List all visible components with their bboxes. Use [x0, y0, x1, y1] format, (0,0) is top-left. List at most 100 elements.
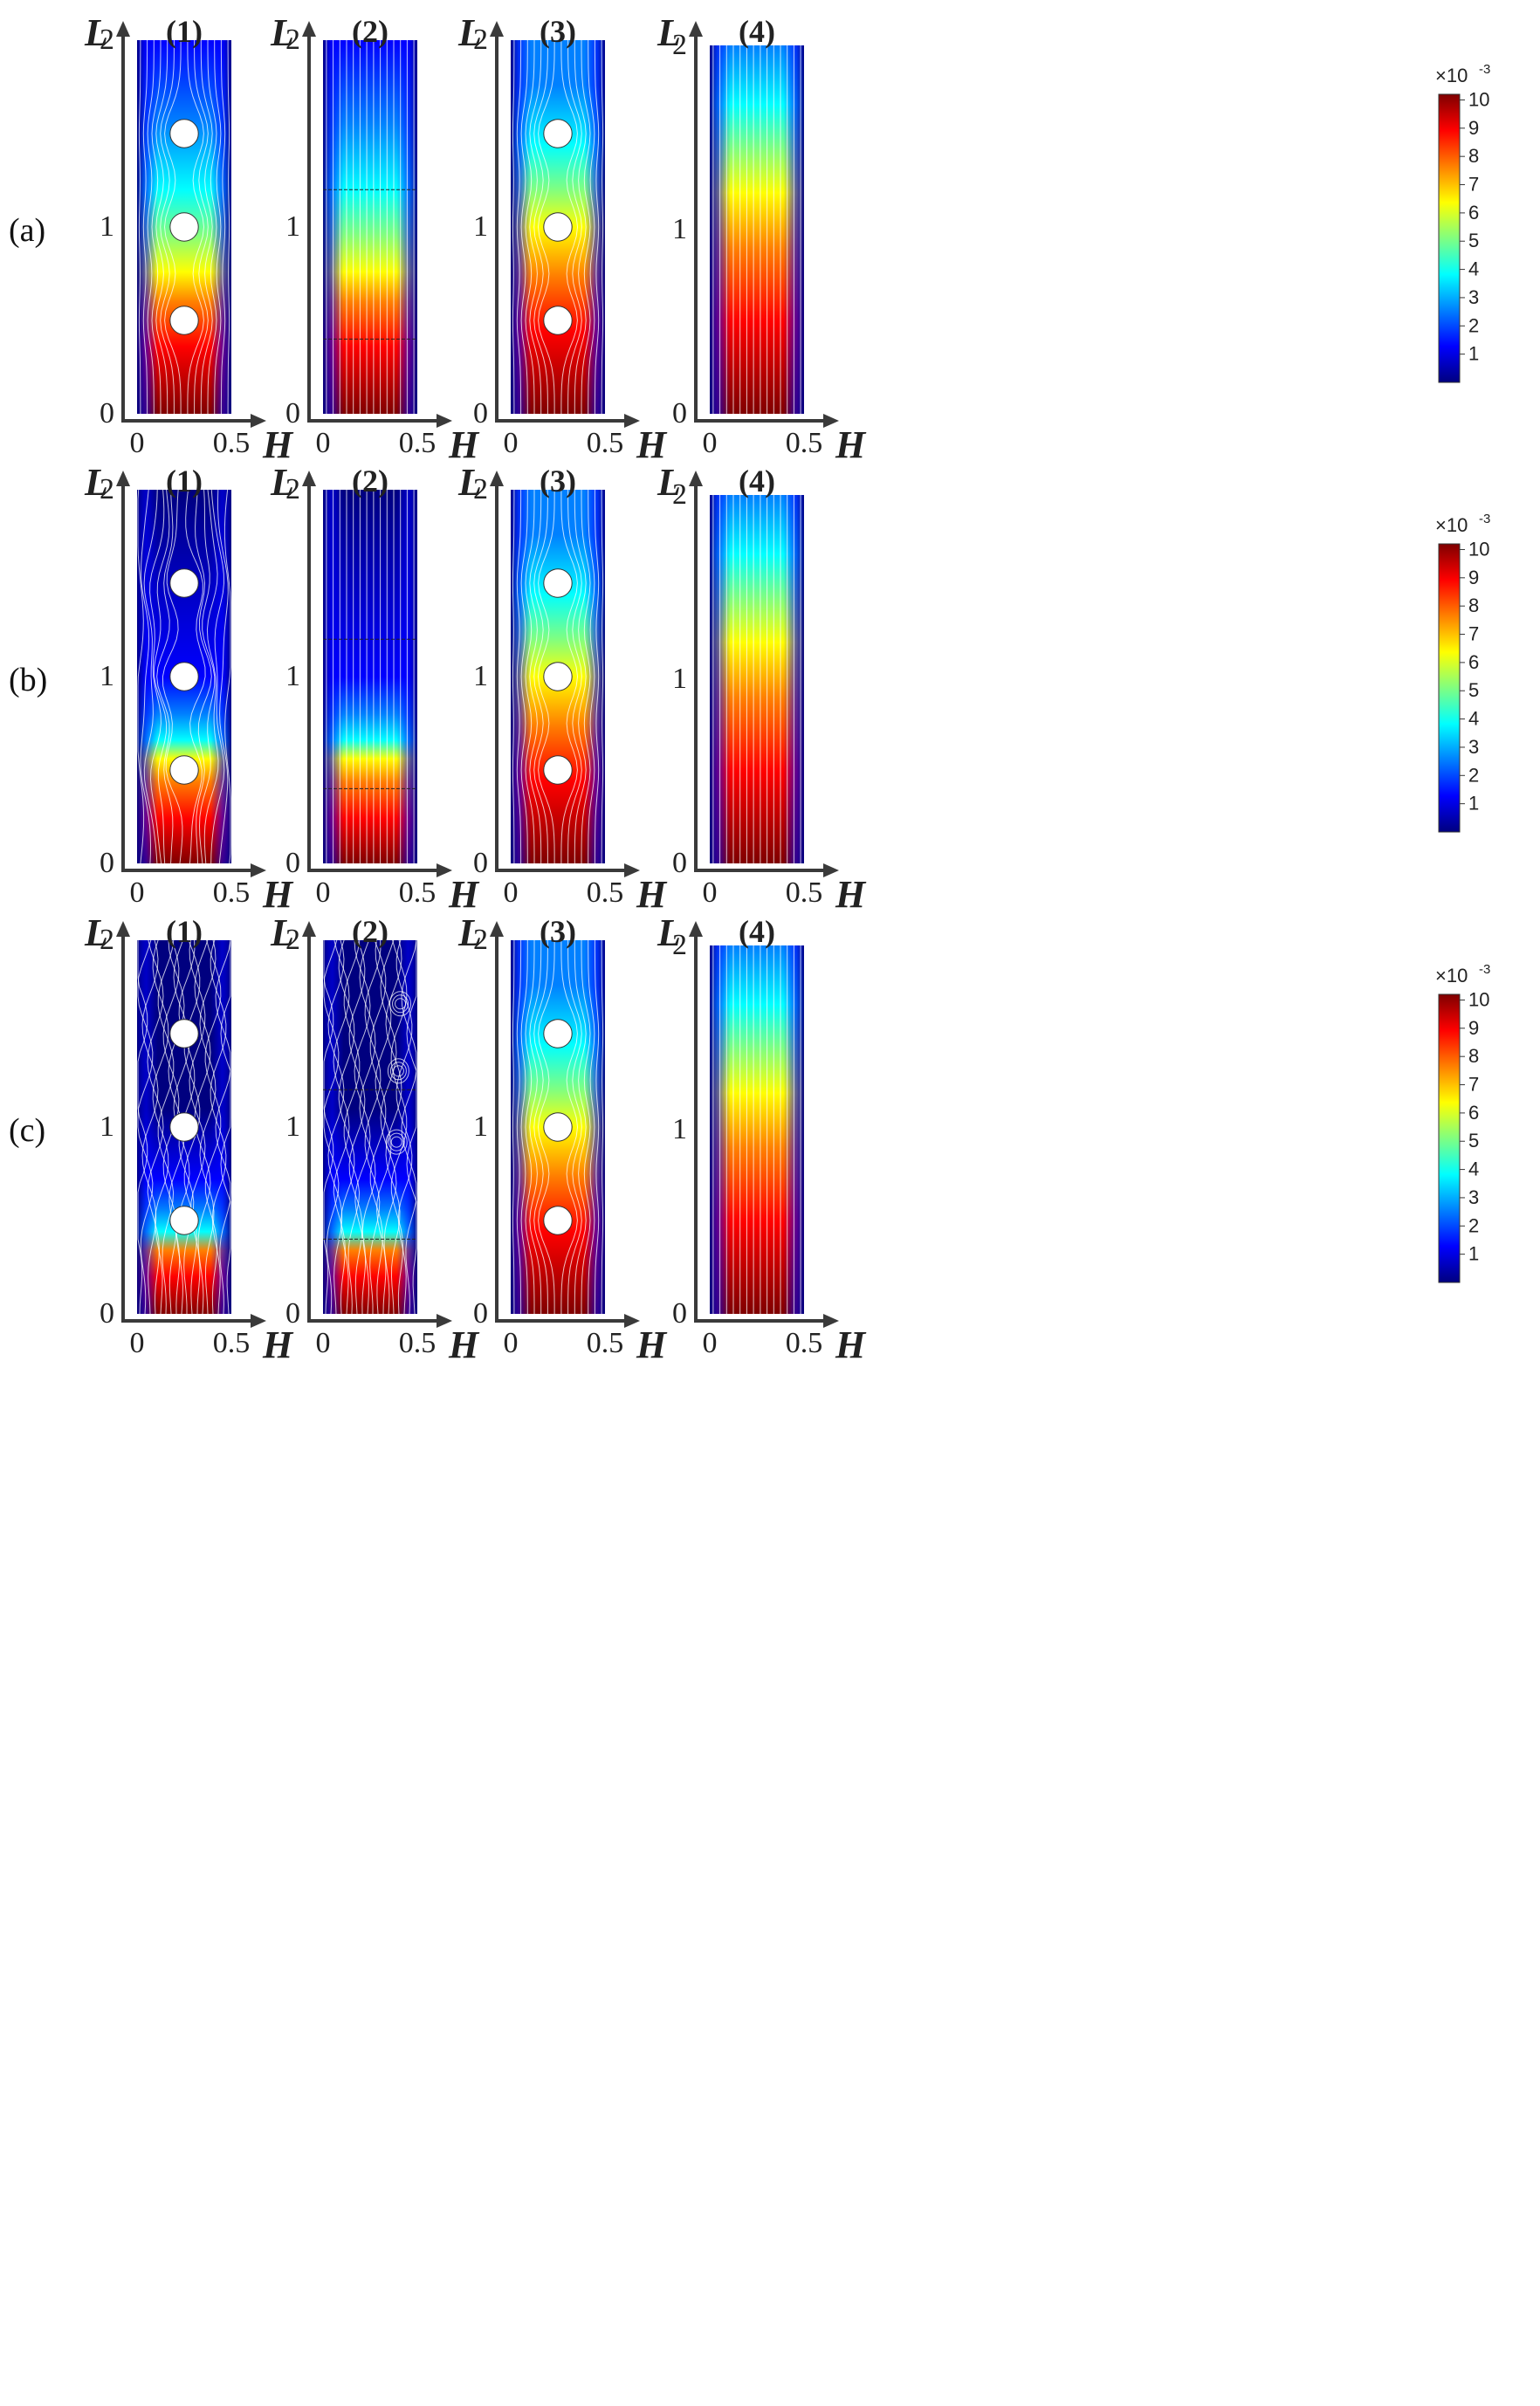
cylinder: [543, 1019, 573, 1048]
colorbar-scale: [1438, 993, 1461, 1283]
panel-c-1: 0 1 2 0 0.5 L H (1): [84, 911, 294, 1366]
streamline: [529, 490, 542, 863]
vortex: [388, 1132, 405, 1151]
streamline: [512, 940, 515, 1314]
x-tick-label: 0: [703, 427, 718, 459]
streamline: [137, 939, 154, 1315]
colorbar: ×10 -3 1 2 3 4 5 6 7 8 9 10: [1435, 512, 1490, 833]
y-axis-label: L: [84, 911, 108, 954]
y-axis-arrow: [116, 21, 130, 37]
panel-b-1: 0 1 2 0 0.5 L H (1): [84, 461, 294, 916]
panel-title: (1): [166, 464, 203, 498]
streamline: [141, 939, 159, 1315]
y-tick-label: 2: [100, 473, 114, 505]
y-axis-arrow: [116, 921, 130, 937]
colorbar-tick-label: 10: [1468, 538, 1489, 560]
streamline: [512, 40, 515, 414]
colorbar-multiplier: ×10: [1435, 514, 1468, 536]
x-axis-label: H: [448, 873, 480, 916]
panel-title: (1): [166, 14, 203, 49]
colorbar-tick-label: 8: [1468, 595, 1479, 616]
colorbar-tick-label: 3: [1468, 736, 1479, 758]
streamline: [323, 940, 334, 1315]
x-tick-label: 0: [130, 427, 145, 459]
x-tick-label: 0.5: [786, 427, 823, 459]
field-walls: [323, 490, 417, 863]
panel-b-4: 0 1 2 0 0.5 L H (4): [657, 461, 867, 916]
y-tick-label: 1: [473, 210, 488, 243]
streamline: [364, 939, 382, 1314]
x-tick-label: 0.5: [587, 1327, 624, 1359]
x-tick-label: 0.5: [399, 876, 437, 909]
x-axis-label: H: [835, 1323, 867, 1366]
y-tick-label: 2: [672, 478, 687, 511]
streamline: [594, 490, 600, 863]
x-tick-label: 0: [316, 876, 331, 909]
row-label: (a): [9, 212, 45, 249]
y-axis-arrow: [302, 471, 316, 486]
x-axis-label: H: [636, 423, 668, 466]
x-axis-arrow: [251, 414, 266, 428]
streamline: [537, 940, 555, 1314]
streamline: [343, 939, 361, 1315]
cylinder: [169, 662, 199, 691]
colorbar-tick-label: 5: [1468, 679, 1479, 701]
streamline: [574, 40, 587, 414]
streamline: [142, 40, 148, 414]
streamline: [529, 940, 542, 1314]
x-tick-label: 0: [130, 876, 145, 909]
streamline: [185, 489, 206, 864]
vortex: [390, 1136, 402, 1148]
streamline: [200, 40, 213, 414]
colorbar-tick-label: 6: [1468, 202, 1479, 223]
x-axis-arrow: [251, 1314, 266, 1328]
y-axis-arrow: [490, 921, 504, 937]
y-axis-label: L: [457, 461, 482, 504]
streamline: [560, 40, 579, 414]
y-tick-label: 2: [473, 24, 488, 56]
streamline: [533, 940, 548, 1314]
y-axis-arrow: [689, 21, 703, 37]
streamline: [516, 940, 522, 1314]
streamlines: [712, 495, 801, 863]
streamline: [138, 40, 141, 414]
y-tick-label: 0: [100, 847, 114, 879]
colorbar: ×10 -3 1 2 3 4 5 6 7 8 9 10: [1435, 62, 1490, 383]
streamline: [574, 940, 587, 1314]
streamline: [588, 940, 595, 1314]
x-axis-arrow: [823, 863, 839, 877]
cylinder: [169, 755, 199, 785]
streamline: [210, 489, 225, 864]
streamline: [525, 490, 535, 863]
streamline: [199, 939, 217, 1315]
streamline: [529, 40, 542, 414]
streamline: [401, 939, 417, 1315]
x-tick-label: 0: [504, 876, 519, 909]
colorbar-tick-label: 2: [1468, 314, 1479, 336]
streamline: [533, 490, 548, 863]
y-axis-arrow: [490, 21, 504, 37]
y-axis-arrow: [689, 921, 703, 937]
streamline: [156, 489, 174, 864]
panel-b-2: 0 1 2 0 0.5 L H (2): [270, 461, 480, 916]
colorbar-tick-label: 5: [1468, 1130, 1479, 1151]
colorbar-tick-label: 7: [1468, 174, 1479, 196]
streamline: [574, 490, 587, 863]
streamline: [354, 939, 371, 1315]
panel-title: (2): [352, 14, 388, 49]
colorbar-exponent: -3: [1479, 962, 1490, 977]
streamline: [516, 490, 522, 863]
x-axis-label: H: [262, 1323, 294, 1366]
y-axis-arrow: [302, 921, 316, 937]
x-axis-arrow: [437, 1314, 452, 1328]
x-axis-label: H: [636, 873, 668, 916]
streamline: [160, 40, 175, 414]
streamline: [214, 40, 222, 414]
cylinder: [169, 1019, 199, 1048]
streamline: [143, 489, 158, 864]
cylinder: [169, 119, 199, 148]
field-walls: [710, 45, 804, 414]
x-tick-label: 0.5: [399, 1327, 437, 1359]
streamline: [380, 939, 397, 1315]
y-tick-label: 2: [285, 473, 300, 505]
